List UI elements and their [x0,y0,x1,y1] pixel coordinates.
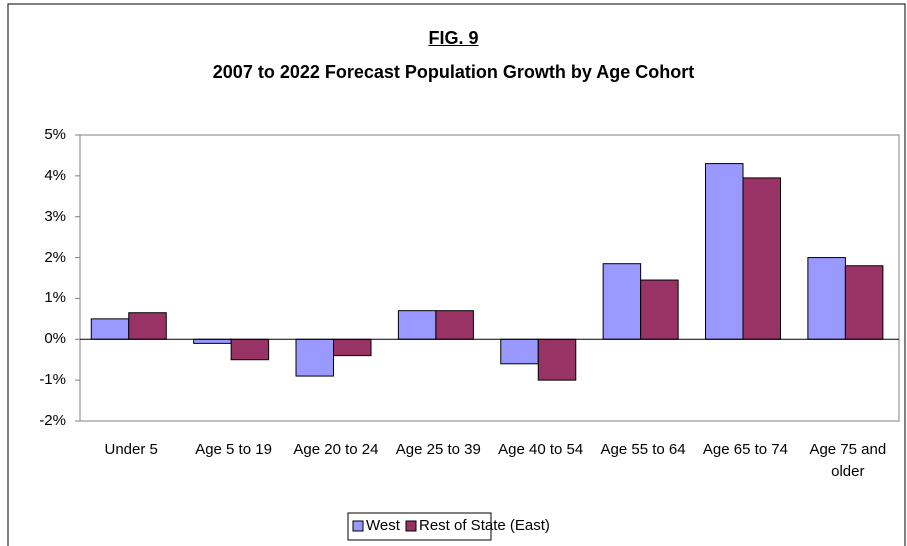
x-tick-label: Under 5 [104,441,158,458]
bar [640,279,679,340]
y-tick-label: 5% [44,126,66,143]
y-tick-label: 0% [44,330,66,348]
bar [844,265,884,340]
y-tick-label: -1% [39,371,66,389]
y-tick-label: 4% [44,166,66,184]
x-tick-label: Age 55 to 64 [600,441,686,458]
x-tick-label: Age 5 to 19 [195,441,272,458]
chart-frame [7,3,906,546]
legend-swatch [405,520,417,532]
x-tick-label: Age 40 to 54 [498,441,584,458]
bar [397,310,437,340]
bar [435,310,474,340]
bar [537,338,577,381]
bar [500,338,539,365]
x-tick-label: Age 65 to 74 [702,441,788,458]
bar [295,338,335,377]
bar [602,263,642,340]
bar [807,257,846,340]
plot-area [79,134,900,422]
y-tick-label: 2% [44,248,66,266]
legend-box [347,512,492,541]
y-tick-label: 3% [44,207,66,225]
y-tick-label: 1% [44,289,66,307]
bar [742,177,782,340]
x-tick-label: Age 75 and older [809,441,887,480]
chart-subtitle: 2007 to 2022 Forecast Population Growth … [212,62,695,82]
x-tick-label: Age 20 to 24 [293,441,379,458]
y-tick-label: -2% [39,412,66,429]
bar [230,338,270,361]
chart-title: FIG. 9 [428,28,479,48]
bar [705,163,744,340]
bar [128,312,167,340]
legend-swatch [352,520,364,532]
legend-label: West [366,517,400,534]
legend-label: Rest of State (East) [419,517,550,534]
bar [333,338,372,357]
bar [193,338,232,344]
x-tick-label: Age 25 to 39 [395,441,481,458]
bar [90,318,130,340]
